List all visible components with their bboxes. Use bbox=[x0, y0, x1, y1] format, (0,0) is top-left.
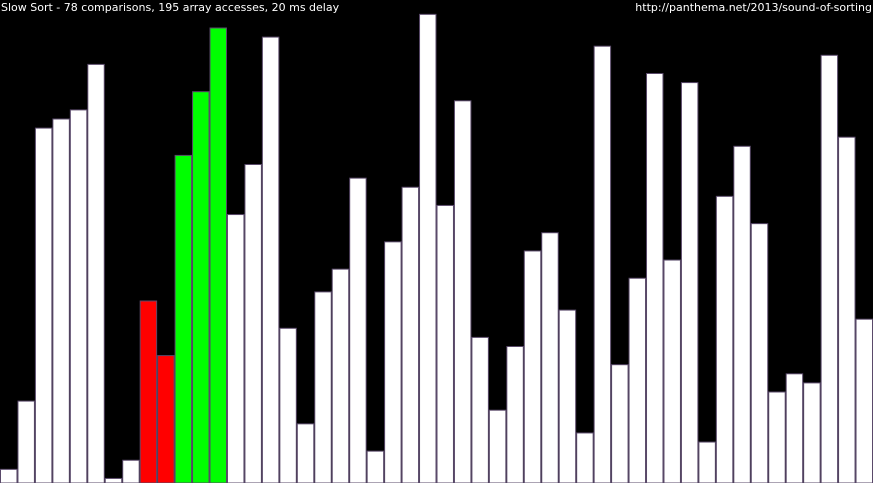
bar-18 bbox=[314, 291, 332, 483]
bar-11 bbox=[192, 91, 210, 483]
bar-4 bbox=[69, 109, 88, 483]
bar-40 bbox=[698, 441, 716, 483]
bar-42 bbox=[733, 145, 751, 483]
bar-1 bbox=[17, 400, 35, 483]
bar-43 bbox=[750, 223, 769, 483]
bar-17 bbox=[296, 423, 315, 483]
bar-3 bbox=[52, 118, 70, 483]
bar-8 bbox=[139, 300, 158, 483]
bar-35 bbox=[611, 364, 629, 483]
bar-2 bbox=[34, 127, 53, 483]
bar-37 bbox=[646, 73, 664, 483]
bar-34 bbox=[593, 45, 612, 483]
bar-14 bbox=[244, 164, 262, 483]
bar-36 bbox=[628, 277, 647, 483]
bar-7 bbox=[122, 459, 140, 483]
bar-28 bbox=[488, 409, 507, 483]
bar-46 bbox=[803, 382, 821, 483]
source-url: http://panthema.net/2013/sound-of-sortin… bbox=[635, 1, 872, 14]
bar-5 bbox=[87, 63, 105, 483]
bar-39 bbox=[680, 82, 699, 483]
bar-13 bbox=[226, 214, 245, 483]
bar-25 bbox=[436, 204, 454, 483]
bar-29 bbox=[506, 346, 524, 483]
bar-9 bbox=[157, 355, 175, 483]
bar-23 bbox=[401, 186, 420, 483]
bar-45 bbox=[785, 373, 804, 483]
bar-44 bbox=[768, 391, 786, 483]
bar-12 bbox=[209, 27, 227, 483]
bar-31 bbox=[541, 232, 559, 483]
bar-21 bbox=[366, 450, 385, 483]
bar-26 bbox=[453, 100, 472, 483]
bar-24 bbox=[419, 13, 437, 483]
bar-32 bbox=[558, 309, 577, 483]
bar-41 bbox=[715, 195, 734, 483]
bar-0 bbox=[0, 468, 18, 483]
bar-48 bbox=[838, 136, 856, 483]
status-text: Slow Sort - 78 comparisons, 195 array ac… bbox=[1, 1, 340, 14]
bar-27 bbox=[471, 336, 489, 483]
bar-6 bbox=[104, 477, 123, 483]
bar-33 bbox=[576, 432, 594, 483]
bar-30 bbox=[523, 250, 542, 483]
bar-49 bbox=[855, 318, 873, 483]
bar-47 bbox=[820, 54, 839, 483]
bar-20 bbox=[349, 177, 367, 483]
bar-22 bbox=[384, 241, 402, 483]
bar-10 bbox=[174, 154, 193, 483]
bar-16 bbox=[279, 327, 297, 483]
bar-15 bbox=[261, 36, 280, 483]
bar-38 bbox=[663, 259, 681, 483]
bar-19 bbox=[331, 268, 350, 483]
